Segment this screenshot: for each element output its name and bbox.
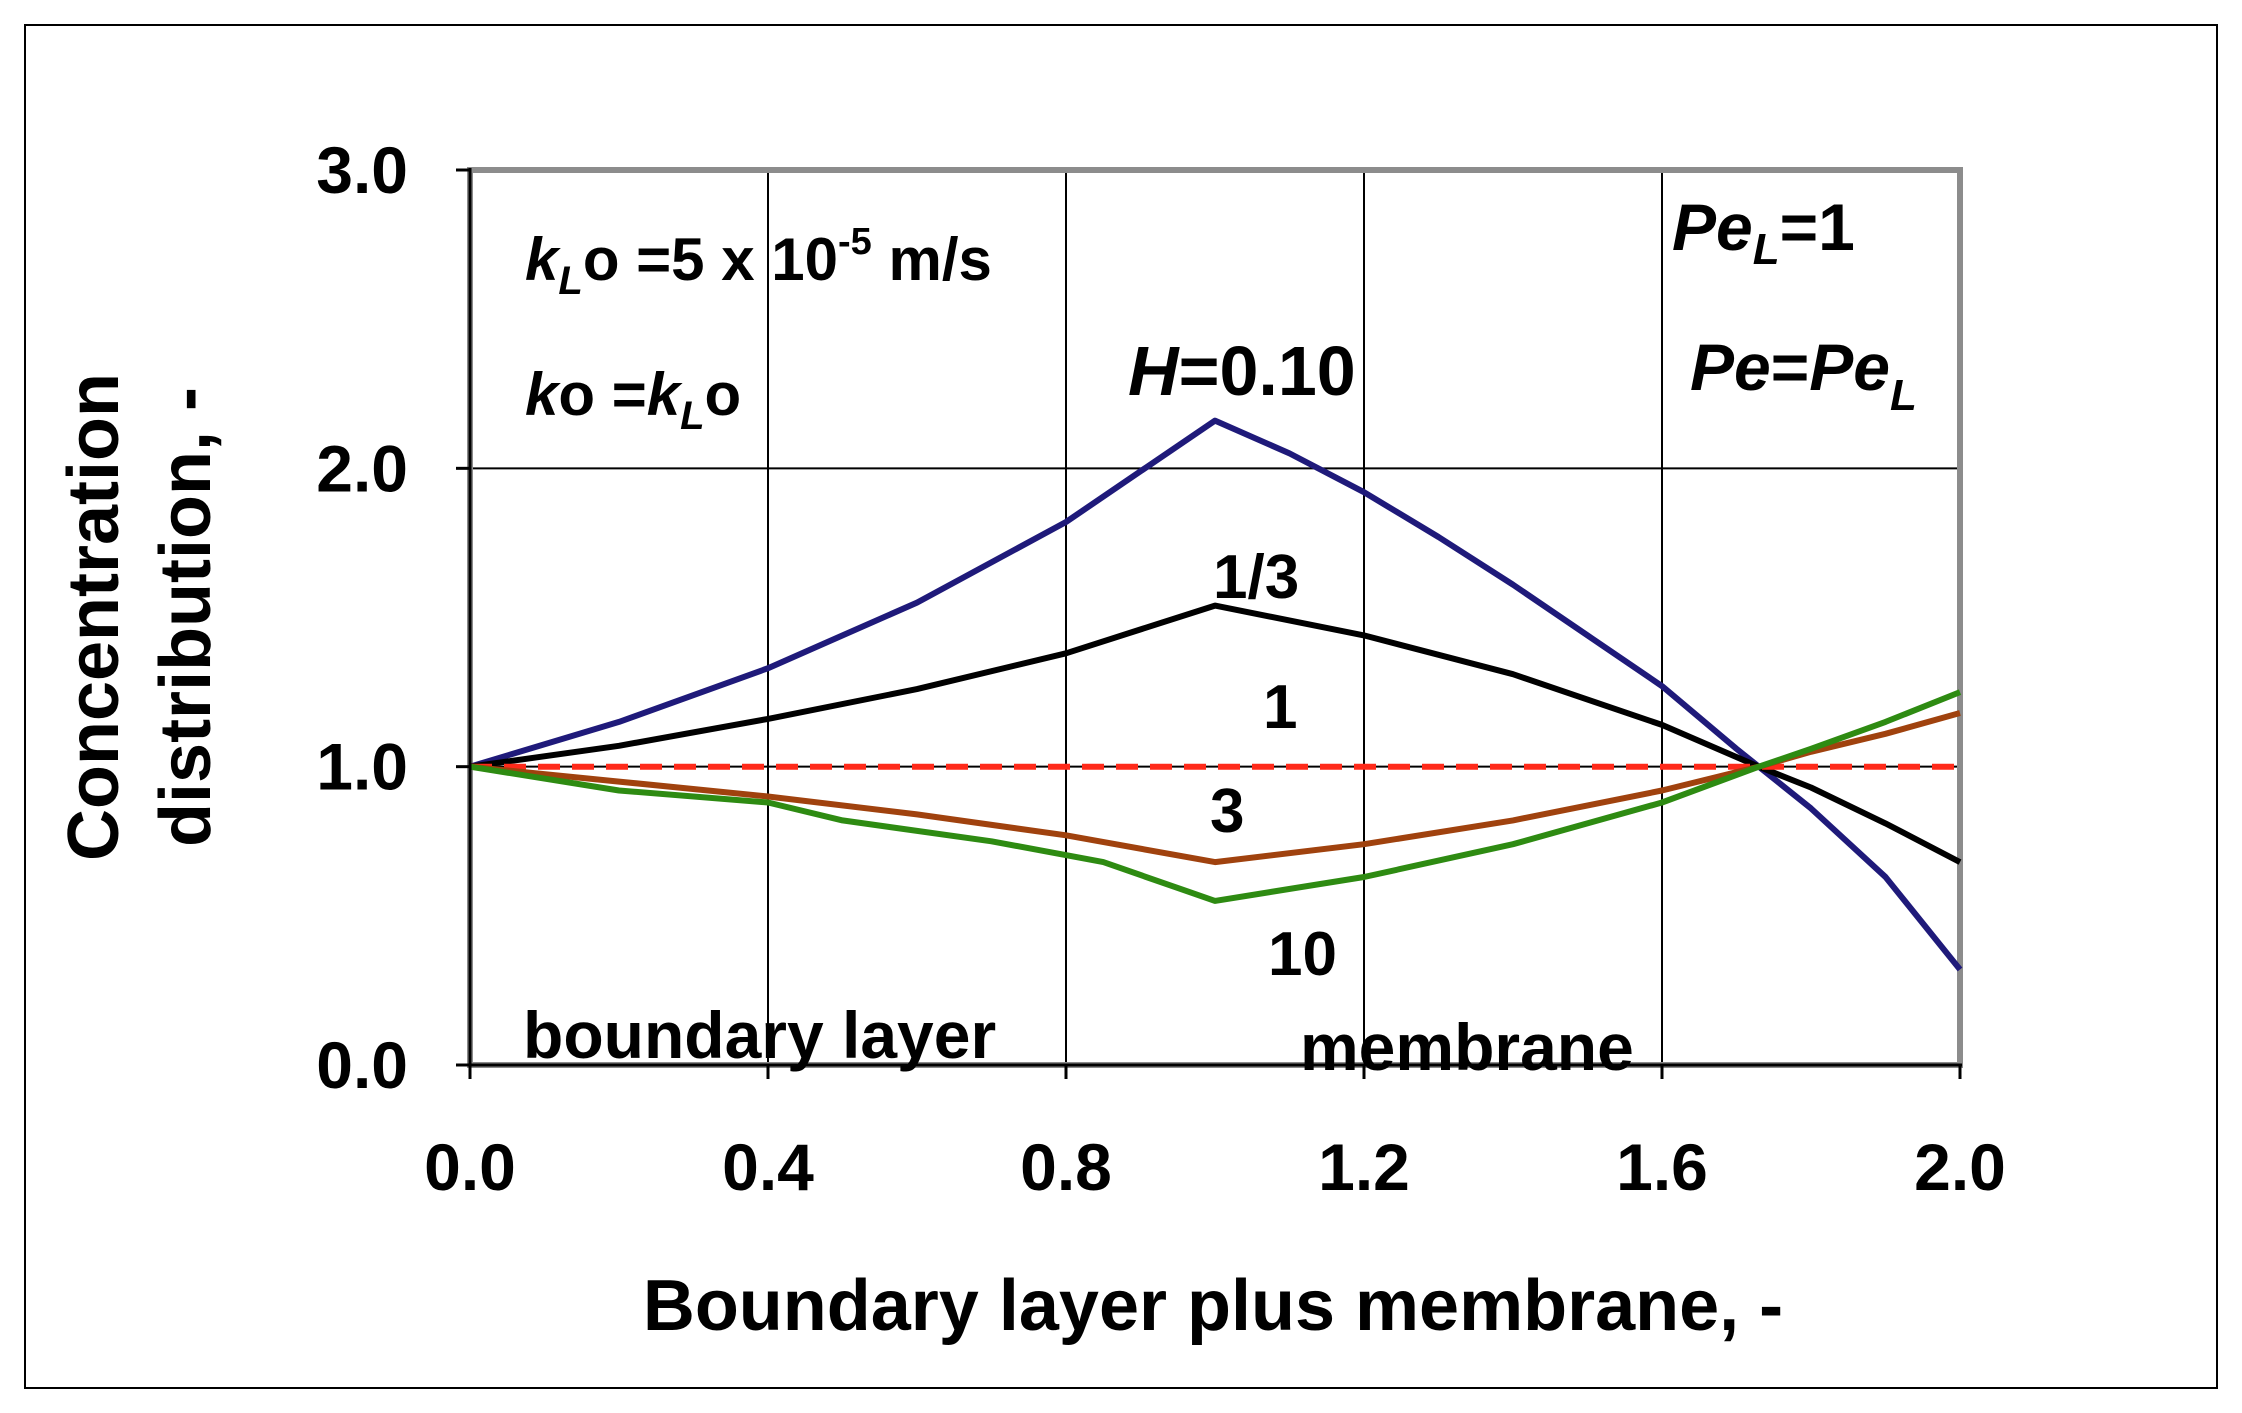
tick-label-x-1: 0.4 bbox=[722, 1130, 814, 1204]
label-series-1-3: 1/3 bbox=[1213, 543, 1299, 612]
tick-group: 0.0 0.4 0.8 1.2 1.6 2.0 0.0 1.0 2.0 3.0 bbox=[316, 133, 2006, 1204]
label-series-1: 1 bbox=[1263, 673, 1297, 742]
region-label-boundary-layer: boundary layer bbox=[523, 998, 996, 1072]
label-series-3: 3 bbox=[1210, 777, 1244, 846]
tick-label-x-2: 0.8 bbox=[1020, 1130, 1112, 1204]
y-axis-title-line1: Concentration bbox=[54, 373, 134, 861]
region-label-membrane: membrane bbox=[1300, 1010, 1634, 1084]
tick-label-x-3: 1.2 bbox=[1318, 1130, 1410, 1204]
tick-label-y-3: 3.0 bbox=[316, 133, 408, 207]
outer-frame bbox=[24, 24, 2218, 1389]
series-group bbox=[469, 417, 1963, 972]
series-line-1 bbox=[469, 602, 1962, 865]
series-line-0 bbox=[469, 417, 1963, 972]
annotation-k0: ko =kLo bbox=[525, 361, 741, 438]
annotation-pel: PeL=1 bbox=[1672, 190, 1855, 274]
tick-label-y-0: 0.0 bbox=[316, 1028, 408, 1102]
annotation-pe: Pe=PeL bbox=[1690, 330, 1917, 420]
y-axis-title-line2: distribution, - bbox=[146, 387, 226, 847]
series-line-4 bbox=[469, 689, 1962, 904]
annotation-kl: kLo =5 x 10-5 m/s bbox=[525, 221, 992, 303]
tick-label-x-0: 0.0 bbox=[424, 1130, 516, 1204]
tick-label-x-5: 2.0 bbox=[1914, 1130, 2006, 1204]
x-axis-title: Boundary layer plus membrane, - bbox=[643, 1266, 1783, 1346]
tick-label-x-4: 1.6 bbox=[1616, 1130, 1708, 1204]
annotation-h: H=0.10 bbox=[1128, 332, 1356, 410]
tick-label-y-2: 2.0 bbox=[316, 431, 408, 505]
label-series-10: 10 bbox=[1268, 920, 1337, 989]
tick-label-y-1: 1.0 bbox=[316, 730, 408, 804]
